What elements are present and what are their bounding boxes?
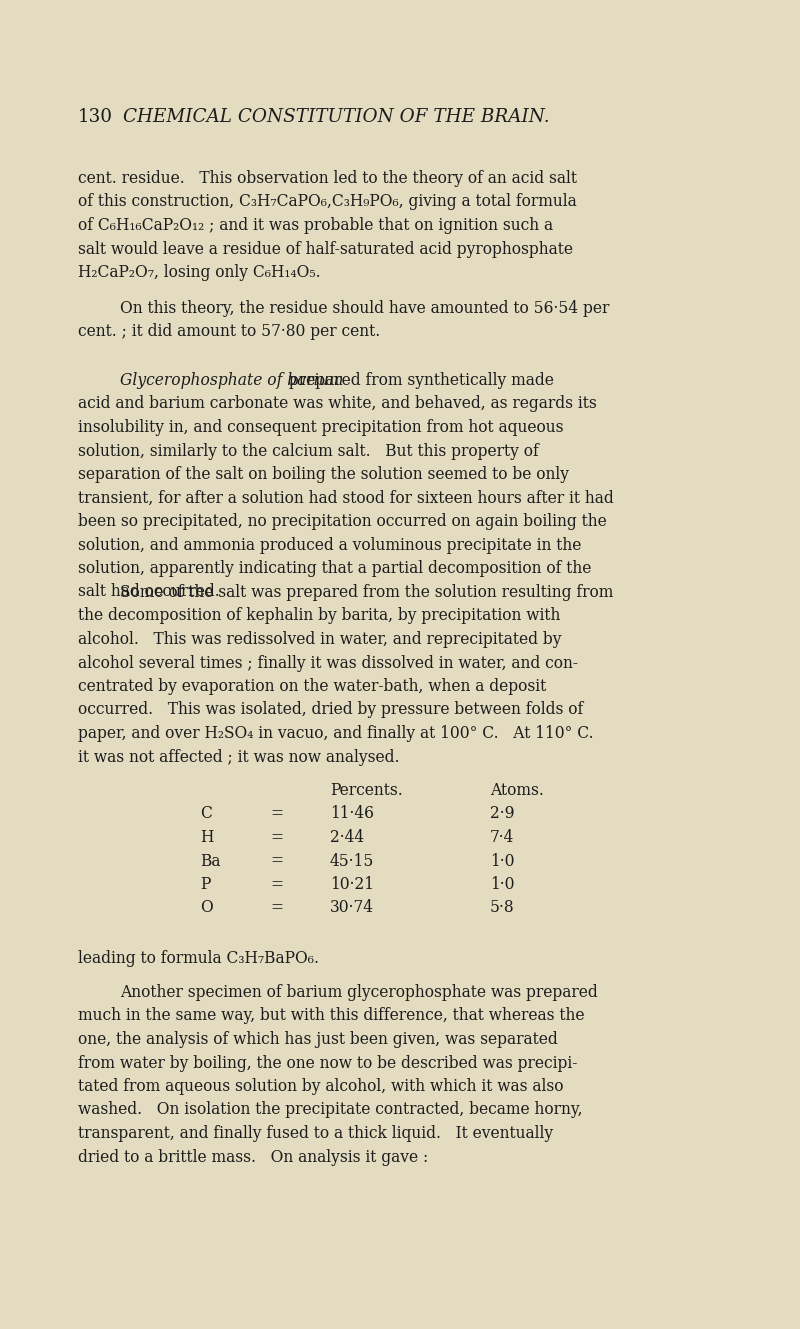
Text: 2·9: 2·9 <box>490 805 514 823</box>
Text: been so precipitated, no precipitation occurred on again boiling the: been so precipitated, no precipitation o… <box>78 513 606 530</box>
Text: transparent, and finally fused to a thick liquid.   It eventually: transparent, and finally fused to a thic… <box>78 1126 553 1142</box>
Text: tated from aqueous solution by alcohol, with which it was also: tated from aqueous solution by alcohol, … <box>78 1078 563 1095</box>
Text: it was not affected ; it was now analysed.: it was not affected ; it was now analyse… <box>78 748 399 766</box>
Text: insolubility in, and consequent precipitation from hot aqueous: insolubility in, and consequent precipit… <box>78 419 563 436</box>
Text: 11·46: 11·46 <box>330 805 374 823</box>
Text: Atoms.: Atoms. <box>490 781 544 799</box>
Text: cent. ; it did amount to 57·80 per cent.: cent. ; it did amount to 57·80 per cent. <box>78 323 380 340</box>
Text: 30·74: 30·74 <box>330 900 374 917</box>
Text: transient, for after a solution had stood for sixteen hours after it had: transient, for after a solution had stoo… <box>78 489 614 506</box>
Text: acid and barium carbonate was white, and behaved, as regards its: acid and barium carbonate was white, and… <box>78 396 597 412</box>
Text: from water by boiling, the one now to be described was precipi-: from water by boiling, the one now to be… <box>78 1054 578 1071</box>
Text: Glycerophosphate of barium: Glycerophosphate of barium <box>120 372 343 389</box>
Text: 5·8: 5·8 <box>490 900 514 917</box>
Text: 130: 130 <box>78 108 113 126</box>
Text: =: = <box>270 876 283 893</box>
Text: cent. residue.   This observation led to the theory of an acid salt: cent. residue. This observation led to t… <box>78 170 577 187</box>
Text: much in the same way, but with this difference, that whereas the: much in the same way, but with this diff… <box>78 1007 585 1025</box>
Text: centrated by evaporation on the water-bath, when a deposit: centrated by evaporation on the water-ba… <box>78 678 546 695</box>
Text: H₂CaP₂O₇, losing only C₆H₁₄O₅.: H₂CaP₂O₇, losing only C₆H₁₄O₅. <box>78 264 321 280</box>
Text: solution, and ammonia produced a voluminous precipitate in the: solution, and ammonia produced a volumin… <box>78 537 582 553</box>
Text: Ba: Ba <box>200 852 221 869</box>
Text: P: P <box>200 876 210 893</box>
Text: paper, and over H₂SO₄ in vacuo, and finally at 100° C.   At 110° C.: paper, and over H₂SO₄ in vacuo, and fina… <box>78 726 594 742</box>
Text: solution, similarly to the calcium salt.   But this property of: solution, similarly to the calcium salt.… <box>78 443 538 460</box>
Text: Some of the salt was prepared from the solution resulting from: Some of the salt was prepared from the s… <box>120 583 614 601</box>
Text: washed.   On isolation the precipitate contracted, became horny,: washed. On isolation the precipitate con… <box>78 1102 582 1119</box>
Text: of C₆H₁₆CaP₂O₁₂ ; and it was probable that on ignition such a: of C₆H₁₆CaP₂O₁₂ ; and it was probable th… <box>78 217 553 234</box>
Text: 1·0: 1·0 <box>490 852 514 869</box>
Text: =: = <box>270 829 283 847</box>
Text: leading to formula C₃H₇BaPO₆.: leading to formula C₃H₇BaPO₆. <box>78 950 319 968</box>
Text: 7·4: 7·4 <box>490 829 514 847</box>
Text: dried to a brittle mass.   On analysis it gave :: dried to a brittle mass. On analysis it … <box>78 1148 428 1166</box>
Text: salt would leave a residue of half-saturated acid pyrophosphate: salt would leave a residue of half-satur… <box>78 241 573 258</box>
Text: 2·44: 2·44 <box>330 829 364 847</box>
Text: of this construction, C₃H₇CaPO₆,C₃H₉PO₆, giving a total formula: of this construction, C₃H₇CaPO₆,C₃H₉PO₆,… <box>78 194 577 210</box>
Text: H: H <box>200 829 214 847</box>
Text: On this theory, the residue should have amounted to 56·54 per: On this theory, the residue should have … <box>120 300 610 318</box>
Text: separation of the salt on boiling the solution seemed to be only: separation of the salt on boiling the so… <box>78 466 569 482</box>
Text: the decomposition of kephalin by barita, by precipitation with: the decomposition of kephalin by barita,… <box>78 607 560 625</box>
Text: 10·21: 10·21 <box>330 876 374 893</box>
Text: CHEMICAL CONSTITUTION OF THE BRAIN.: CHEMICAL CONSTITUTION OF THE BRAIN. <box>123 108 550 126</box>
Text: alcohol.   This was redissolved in water, and reprecipitated by: alcohol. This was redissolved in water, … <box>78 631 562 649</box>
Text: Another specimen of barium glycerophosphate was prepared: Another specimen of barium glycerophosph… <box>120 983 598 1001</box>
Text: Percents.: Percents. <box>330 781 402 799</box>
Text: 45·15: 45·15 <box>330 852 374 869</box>
Text: =: = <box>270 805 283 823</box>
Text: occurred.   This was isolated, dried by pressure between folds of: occurred. This was isolated, dried by pr… <box>78 702 583 719</box>
Text: =: = <box>270 852 283 869</box>
Text: O: O <box>200 900 213 917</box>
Text: =: = <box>270 900 283 917</box>
Text: 1·0: 1·0 <box>490 876 514 893</box>
Text: one, the analysis of which has just been given, was separated: one, the analysis of which has just been… <box>78 1031 558 1049</box>
Text: alcohol several times ; finally it was dissolved in water, and con-: alcohol several times ; finally it was d… <box>78 654 578 671</box>
Text: solution, apparently indicating that a partial decomposition of the: solution, apparently indicating that a p… <box>78 560 591 577</box>
Text: prepared from synthetically made: prepared from synthetically made <box>284 372 554 389</box>
Text: salt had occurred.: salt had occurred. <box>78 583 220 601</box>
Text: C: C <box>200 805 212 823</box>
